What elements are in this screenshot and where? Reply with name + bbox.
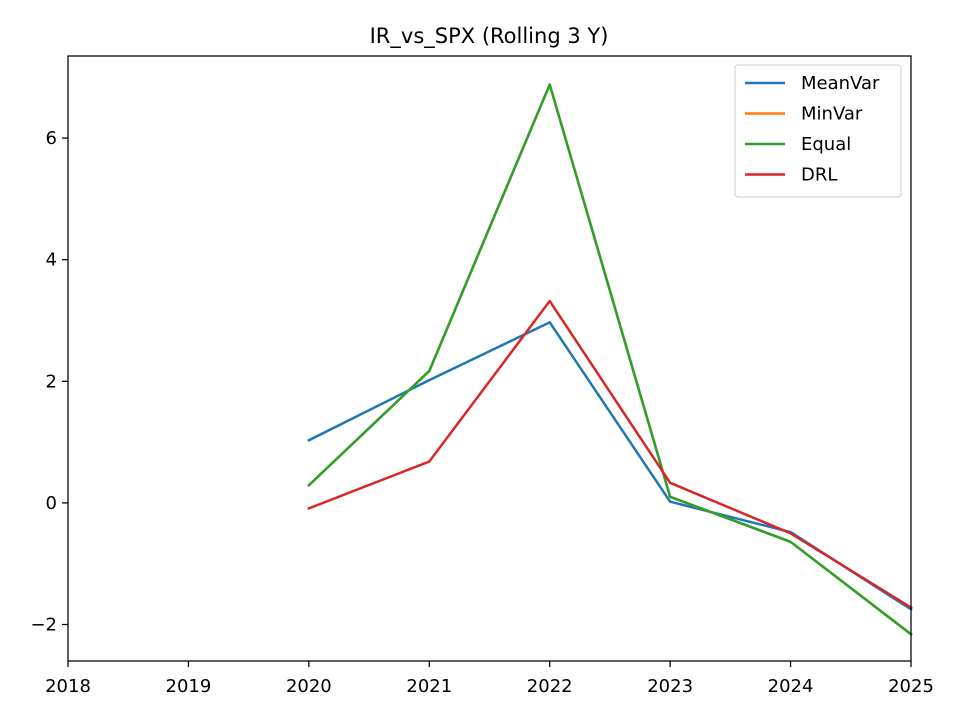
- legend-label: Equal: [801, 134, 851, 155]
- y-tick-label: 2: [46, 371, 57, 392]
- series-lines: [307, 83, 913, 637]
- y-tick-label: 4: [46, 250, 57, 271]
- y-tick-label: −2: [30, 615, 57, 636]
- legend-label: MeanVar: [801, 73, 880, 94]
- legend-label: DRL: [801, 165, 837, 186]
- plot-frame: [67, 55, 912, 662]
- x-tick-label: 2025: [888, 676, 934, 697]
- x-tick-label: 2020: [286, 676, 332, 697]
- chart-title: IR_vs_SPX (Rolling 3 Y): [370, 24, 609, 49]
- y-tick-label: 0: [46, 493, 57, 514]
- y-tick-label: 6: [46, 128, 57, 149]
- legend: MeanVar MinVar Equal DRL: [734, 64, 902, 198]
- legend-label: MinVar: [801, 104, 863, 125]
- series-line-equal: [307, 83, 913, 637]
- x-tick-label: 2023: [647, 676, 693, 697]
- legend-box: [734, 64, 902, 198]
- x-tick-label: 2018: [45, 676, 91, 697]
- x-tick-label: 2021: [406, 676, 452, 697]
- series-line-drl: [307, 299, 913, 610]
- y-axis: −2 0 2 4 6: [30, 128, 68, 636]
- x-axis: 2018 2019 2020 2021 2022 2023 2024 2025: [45, 661, 934, 697]
- x-tick-label: 2024: [768, 676, 814, 697]
- x-tick-label: 2022: [527, 676, 573, 697]
- x-tick-label: 2019: [166, 676, 212, 697]
